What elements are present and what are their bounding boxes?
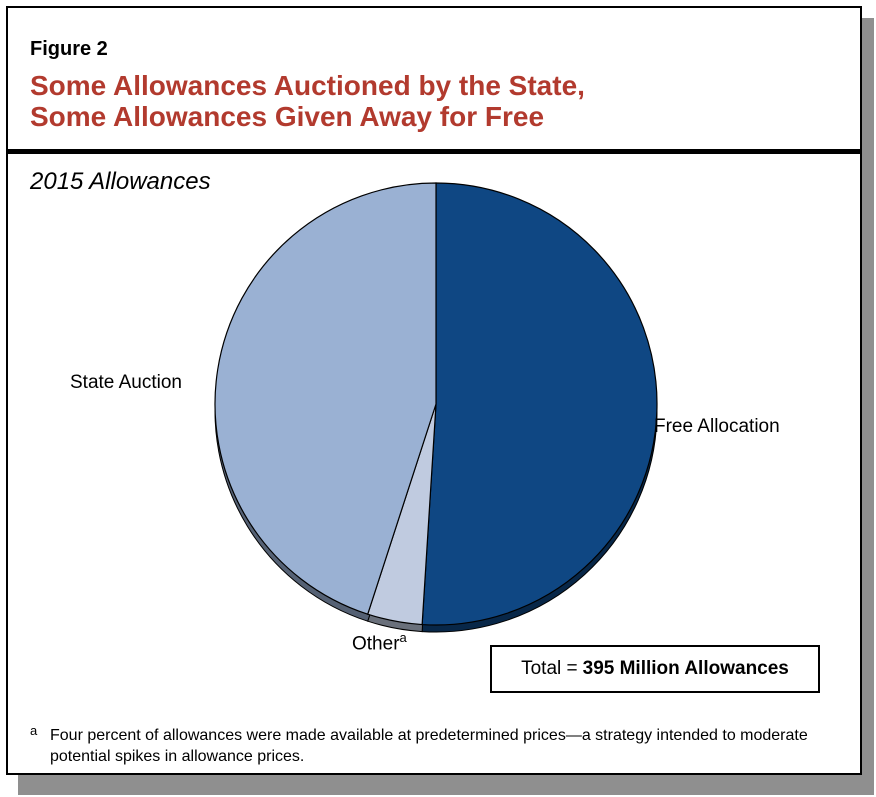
header-rule bbox=[8, 149, 860, 154]
chart-subtitle: 2015 Allowances bbox=[30, 168, 211, 195]
figure-title: Some Allowances Auctioned by the State, … bbox=[30, 70, 585, 132]
pie-slice-free-allocation bbox=[421, 182, 658, 626]
title-line-2: Some Allowances Given Away for Free bbox=[30, 101, 545, 132]
label-free-allocation: Free Allocation bbox=[654, 416, 780, 437]
title-line-1: Some Allowances Auctioned by the State, bbox=[30, 70, 585, 101]
figure-frame: Figure 2 Some Allowances Auctioned by th… bbox=[6, 6, 862, 775]
figure-header: Figure 2 Some Allowances Auctioned by th… bbox=[8, 8, 860, 149]
label-other: Othera bbox=[352, 630, 407, 655]
pie-chart bbox=[214, 182, 658, 633]
total-prefix: Total = bbox=[521, 658, 578, 679]
total-value: 395 Million Allowances bbox=[582, 658, 789, 679]
label-state-auction: State Auction bbox=[70, 372, 182, 393]
figure-label: Figure 2 bbox=[30, 38, 108, 60]
footnote-text: Four percent of allowances were made ava… bbox=[50, 727, 808, 765]
total-box: Total = 395 Million Allowances bbox=[490, 645, 820, 693]
footnote-marker: a bbox=[30, 723, 38, 738]
label-other-text: Other bbox=[352, 633, 400, 655]
label-other-footnote-marker: a bbox=[399, 630, 407, 645]
pie-slice-state-auction bbox=[214, 182, 437, 615]
